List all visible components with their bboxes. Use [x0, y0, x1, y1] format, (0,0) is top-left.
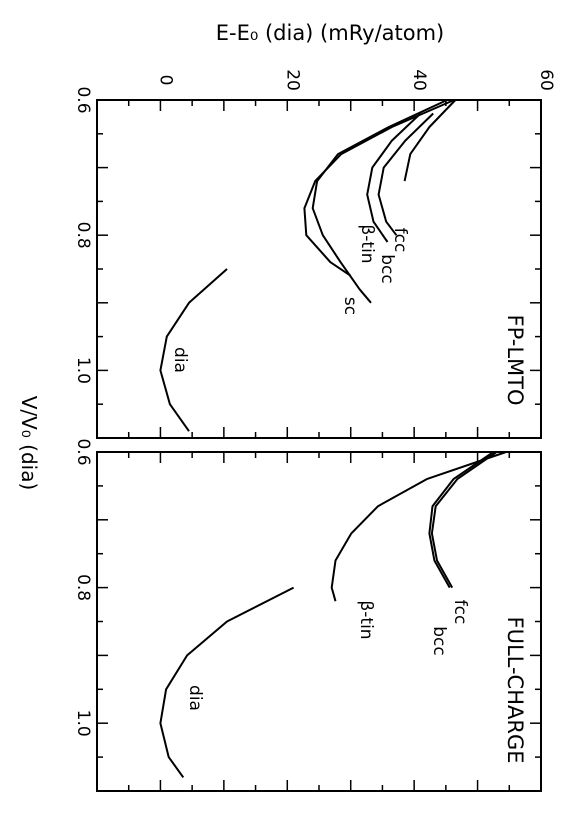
curve-dia: [159, 268, 228, 432]
curve-sc: [311, 99, 448, 304]
y-tick-label: 0: [155, 75, 175, 86]
panel-frame: [96, 99, 542, 439]
x-tick-label: 0.8: [73, 222, 93, 249]
curve-dia: [159, 586, 295, 778]
panel-label: FULL-CHARGE: [503, 616, 527, 763]
curve-bcc: [366, 112, 422, 243]
curve-label-dia: dia: [170, 347, 190, 373]
curve-bcc: [428, 451, 494, 589]
curve-label-bcc: bcc: [429, 626, 449, 655]
x-tick-label: 0.8: [73, 574, 93, 601]
y-tick-label: 20: [282, 69, 302, 91]
curve-label-bcc: bcc: [377, 254, 397, 283]
y-tick-label: 40: [409, 69, 429, 91]
curve-fcc: [430, 451, 498, 589]
panel-label: FP-LMTO: [503, 314, 527, 405]
curve-unlabeled: [403, 99, 457, 182]
curve-label-tin: β-tin: [356, 600, 376, 639]
curve-label-dia: dia: [185, 685, 205, 711]
x-tick-label: 0.6: [73, 86, 93, 113]
curve-tin: [330, 451, 507, 602]
x-tick-label: 1.0: [73, 710, 93, 737]
x-tick-label: 0.6: [73, 438, 93, 465]
curve-tin: [303, 99, 455, 277]
curve-label-tin: β-tin: [357, 224, 377, 263]
curve-label-fcc: fcc: [450, 600, 470, 625]
y-tick-label: 60: [536, 69, 556, 91]
y-axis-title: E-E₀ (dia) (mRy/atom): [216, 21, 445, 45]
x-tick-label: 1.0: [73, 357, 93, 384]
curve-label-sc: sc: [340, 297, 360, 315]
x-axis-title: V/V₀ (dia): [17, 396, 41, 491]
curve-fcc: [377, 112, 434, 236]
curve-label-fcc: fcc: [390, 228, 410, 253]
